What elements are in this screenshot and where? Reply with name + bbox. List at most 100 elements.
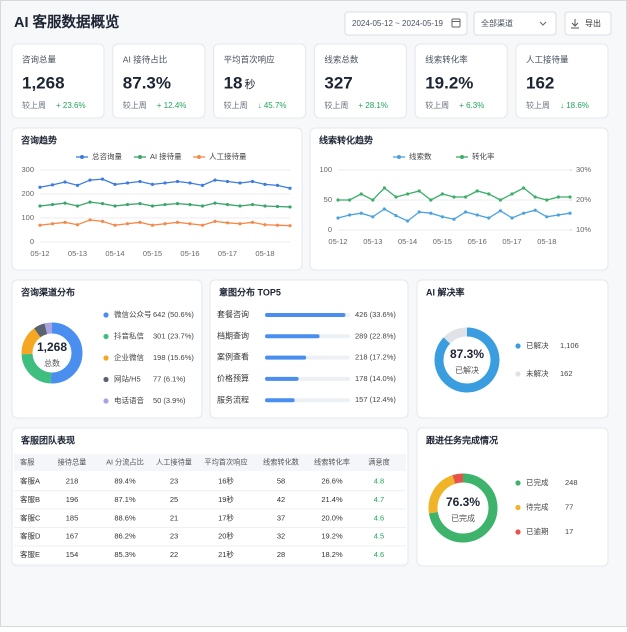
kpi-compare: 较上周 [526,100,550,110]
table-cell: 23 [170,476,178,485]
series-point [113,204,117,208]
x-tick-label: 05-16 [180,249,199,258]
date-picker[interactable] [344,11,468,36]
table-cell: 4.6 [374,550,384,559]
channel-select[interactable] [473,11,557,36]
bar-category: 案例查看 [217,352,249,362]
series-point [88,200,92,204]
series-point [163,222,167,226]
series-point [288,224,292,228]
card [11,43,105,119]
kpi-change: + 12.4% [157,101,187,110]
kpi-value: 87.3% [123,73,171,92]
y-tick-label: 200 [21,189,34,198]
legend-label: 已逾期 [526,526,549,536]
x-tick-label: 05-16 [468,237,487,246]
legend-dot [103,376,109,383]
series-point [533,208,537,212]
table-cell: 218 [66,476,79,485]
date-range[interactable]: 2024-05-12 ~ 2024-05-19 [352,19,444,28]
series-point [75,223,80,227]
series-point [100,202,105,206]
table-header: 人工接待量 [156,457,192,466]
bar [265,376,299,381]
kpi-compare: 较上周 [425,100,449,110]
table-cell: 28 [277,550,285,559]
table-cell: 37 [277,513,285,522]
export-label[interactable]: 导出 [585,18,601,28]
series-point [487,192,491,196]
series-point [138,179,142,184]
legend-dot [103,333,109,340]
series-point [522,211,526,215]
legend-label: 总咨询量 [92,151,122,161]
bar [265,398,295,403]
legend-dot [138,155,142,159]
legend-label: 已解决 [526,340,549,350]
bar [265,334,320,339]
series-point [348,213,352,217]
series-point [440,215,444,219]
legend-dot [103,398,109,404]
table-header-bg [14,454,406,471]
panel-title: 线索转化趋势 [319,134,373,145]
donut-center-value: 76.3% [446,495,480,509]
series-point [38,185,42,189]
table-cell: 89.4% [114,476,136,485]
export-button[interactable] [564,11,612,36]
series-point [394,195,398,199]
legend-label: 抖音私信 [114,330,144,340]
table-header: 平均首次响应 [204,457,247,466]
legend-label: 人工接待量 [209,151,247,161]
series-point [75,204,80,208]
series-point [263,223,267,227]
table-cell: 16秒 [218,475,234,485]
channel-value[interactable]: 全部渠道 [481,18,513,28]
series-point [238,181,242,185]
series-point [382,186,386,190]
card [416,279,609,419]
export-icon [571,19,579,29]
series-point [163,202,167,207]
y-tick-label: 300 [21,165,34,174]
bar-value-label: 218 (17.2%) [355,353,396,362]
series-point [225,221,230,225]
series-point [498,209,502,213]
series-point [100,219,105,223]
table-cell: 4.8 [374,476,384,485]
card [416,427,609,567]
series-point [188,222,192,226]
bar [265,355,307,360]
series-point [238,204,242,208]
table-cell: 21秒 [218,549,234,559]
legend-dot [515,371,521,377]
series-point [429,198,433,202]
legend-label: 电话语音 [114,395,144,405]
donut-segment [21,353,52,384]
series-point [263,182,267,186]
series-point [150,223,155,227]
x-tick-label: 05-15 [143,249,162,258]
series-point [88,178,92,182]
table-cell: 86.2% [114,532,136,541]
bar-value-label: 157 (12.4%) [355,395,396,404]
series-point [464,195,468,199]
legend-dot [515,343,521,349]
legend-label: 企业微信 [114,352,144,362]
series-point [50,202,55,207]
table-header: 满意度 [368,457,390,466]
series-point [452,195,456,199]
series-point [200,183,205,187]
series-point [556,213,561,217]
series-point [150,182,155,186]
series-point [452,217,456,221]
card [112,43,206,119]
series-point [275,204,280,209]
donut-segment [50,322,83,384]
x-tick-label: 05-12 [328,237,347,246]
series-point [475,189,479,193]
series-point [475,213,479,217]
donut-center-label: 已解决 [455,365,479,375]
table-header: AI 分流占比 [106,457,144,466]
